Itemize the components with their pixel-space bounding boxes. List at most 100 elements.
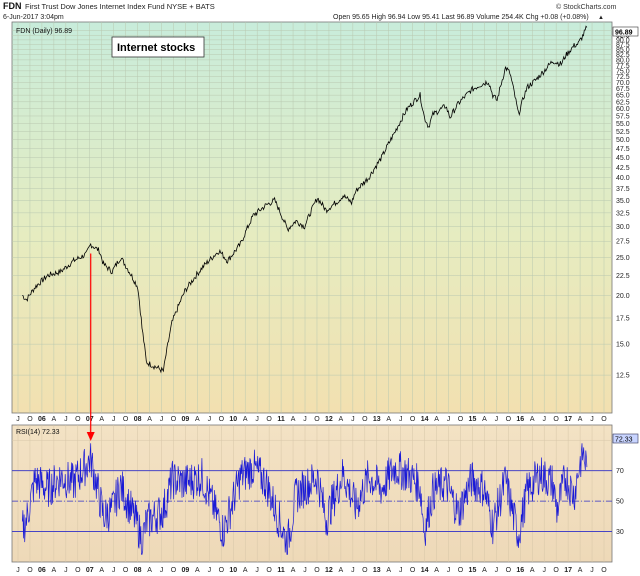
x-tick-label: J xyxy=(64,567,68,574)
x-tick-label: A xyxy=(99,567,104,574)
price-last-value-box xyxy=(612,26,639,37)
price-y-tick-label: 85.0 xyxy=(616,47,630,54)
price-y-tick-label: 67.5 xyxy=(616,86,630,93)
x-tick-label: O xyxy=(410,567,416,574)
x-tick-label: O xyxy=(553,567,559,574)
x-tick-label: O xyxy=(266,416,272,423)
x-tick-label: O xyxy=(171,416,177,423)
ticker-symbol: FDN xyxy=(3,1,22,11)
x-tick-label: 16 xyxy=(516,416,524,423)
price-legend: FDN (Daily) 96.89 xyxy=(16,28,72,35)
x-tick-label: J xyxy=(351,567,355,574)
up-arrow-icon: ▲ xyxy=(598,15,604,21)
x-tick-label: 07 xyxy=(86,567,94,574)
x-tick-label: A xyxy=(243,567,248,574)
x-tick-label: 12 xyxy=(325,567,333,574)
price-y-tick-label: 60.0 xyxy=(616,106,630,113)
x-tick-label: O xyxy=(601,567,607,574)
x-tick-label: A xyxy=(291,416,296,423)
x-tick-label: J xyxy=(590,416,594,423)
price-y-tick-label: 82.5 xyxy=(616,52,630,59)
x-tick-label: 09 xyxy=(182,416,190,423)
x-tick-label: 13 xyxy=(373,416,381,423)
price-y-tick-label: 25.0 xyxy=(616,255,630,262)
rsi-y-axis: 30507090 xyxy=(616,438,624,536)
x-tick-label: 09 xyxy=(182,567,190,574)
x-tick-label: J xyxy=(112,416,116,423)
rsi-y-tick-label: 30 xyxy=(616,529,624,536)
x-tick-label: J xyxy=(399,567,403,574)
x-tick-label: O xyxy=(314,416,320,423)
quote-date: 6-Jun-2017 3:04pm xyxy=(3,14,64,21)
x-tick-label: O xyxy=(219,567,225,574)
annotation-arrow xyxy=(86,253,95,441)
x-tick-label: A xyxy=(99,416,104,423)
x-tick-label: A xyxy=(291,567,296,574)
rsi-last-value-box xyxy=(612,433,639,444)
price-x-axis: J O 06 A J O 07 A J O 08 A J O 09 A J O 10 A J O 11 A J O 12 A J O 13 A… xyxy=(16,416,607,423)
x-tick-label: O xyxy=(75,416,81,423)
rsi-x-axis: J O 06 A J O 07 A J O 08 A J O 09 A J O 10 A J O 11 A J O 12 A J O 13 A… xyxy=(16,567,607,574)
fund-name: First Trust Dow Jones Internet Index Fun… xyxy=(25,2,215,11)
x-tick-label: J xyxy=(495,567,499,574)
x-tick-label: A xyxy=(195,567,200,574)
price-y-tick-label: 15.0 xyxy=(616,342,630,349)
x-tick-label: O xyxy=(506,567,512,574)
x-tick-label: 06 xyxy=(38,416,46,423)
price-y-tick-label: 42.5 xyxy=(616,165,630,172)
rsi-line xyxy=(21,443,588,555)
x-tick-label: O xyxy=(362,567,368,574)
x-tick-label: O xyxy=(410,416,416,423)
x-tick-label: 13 xyxy=(373,567,381,574)
rsi-legend: RSI(14) 72.33 xyxy=(16,429,60,436)
price-y-tick-label: 77.5 xyxy=(616,63,630,70)
price-y-tick-label: 90.0 xyxy=(616,37,630,44)
x-tick-label: J xyxy=(208,416,212,423)
x-tick-label: J xyxy=(447,416,451,423)
x-tick-label: A xyxy=(386,567,391,574)
x-tick-label: O xyxy=(553,416,559,423)
x-tick-label: 16 xyxy=(516,567,524,574)
x-tick-label: A xyxy=(434,567,439,574)
price-panel-background xyxy=(11,21,613,414)
x-tick-label: 10 xyxy=(229,416,237,423)
price-y-tick-label: 50.0 xyxy=(616,137,630,144)
x-tick-label: O xyxy=(123,567,129,574)
x-tick-label: J xyxy=(64,416,68,423)
price-y-tick-label: 80.0 xyxy=(616,57,630,64)
price-y-tick-label: 17.5 xyxy=(616,315,630,322)
x-tick-label: J xyxy=(447,567,451,574)
price-y-axis: 12.5 15.0 17.5 20.0 22.5 25.0 27.5 30.0 32.5 35.0… xyxy=(616,28,630,379)
x-tick-label: O xyxy=(362,416,368,423)
x-tick-label: 14 xyxy=(421,567,429,574)
rsi-panel-background xyxy=(11,424,613,563)
x-tick-label: O xyxy=(601,416,607,423)
price-y-tick-label: 40.0 xyxy=(616,175,630,182)
x-tick-label: J xyxy=(160,416,164,423)
price-y-tick-label: 27.5 xyxy=(616,239,630,246)
x-tick-label: 17 xyxy=(564,567,572,574)
rsi-y-tick-label: 70 xyxy=(616,468,624,475)
stockcharts-logo: © StockCharts.com xyxy=(556,3,617,11)
x-tick-label: J xyxy=(303,567,307,574)
x-tick-label: 10 xyxy=(229,567,237,574)
quote-summary: Open 95.65 High 96.94 Low 95.41 Last 96.… xyxy=(333,14,589,21)
x-tick-label: 15 xyxy=(469,567,477,574)
price-y-tick-label: 52.5 xyxy=(616,129,630,136)
x-tick-label: 07 xyxy=(86,416,94,423)
rsi-panel: 30507090 RSI(14) 72.33 72.33 xyxy=(11,424,639,563)
x-tick-label: O xyxy=(219,416,225,423)
x-tick-label: J xyxy=(542,416,546,423)
x-tick-label: J xyxy=(208,567,212,574)
price-y-tick-label: 45.0 xyxy=(616,155,630,162)
price-y-tick-label: 30.0 xyxy=(616,224,630,231)
x-tick-label: O xyxy=(27,567,33,574)
x-tick-label: A xyxy=(482,567,487,574)
x-tick-label: A xyxy=(52,567,57,574)
x-tick-label: A xyxy=(339,567,344,574)
rsi-y-tick-label: 50 xyxy=(616,499,624,506)
x-tick-label: 11 xyxy=(277,567,285,574)
x-tick-label: A xyxy=(195,416,200,423)
x-tick-label: O xyxy=(458,567,464,574)
annotation-box xyxy=(111,36,205,58)
